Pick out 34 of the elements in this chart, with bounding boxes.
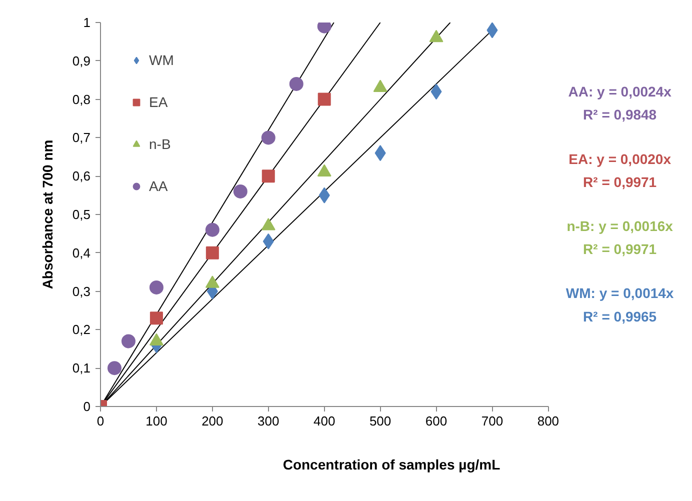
text: R² = 0,9965 — [583, 308, 657, 324]
legend-label: EA — [149, 94, 169, 110]
y-tick-label: 1 — [83, 15, 91, 30]
x-tick-label: 300 — [258, 414, 280, 428]
y-tick-label: 0,9 — [72, 53, 91, 68]
x-tick-label: 700 — [481, 414, 504, 428]
legend-label: AA — [149, 178, 169, 194]
y-tick-label: 0,6 — [72, 168, 91, 184]
y-tick-label: 0,3 — [72, 284, 91, 299]
y-tick-label: 0,7 — [72, 130, 91, 146]
text: WM: y = 0,0014x — [566, 285, 674, 302]
x-tick-label: 500 — [369, 414, 392, 428]
legend-label: n-B — [149, 136, 171, 152]
text: n-B: y = 0,0016x — [566, 218, 674, 234]
x-tick-label: 100 — [146, 414, 168, 428]
y-tick-label: 0,8 — [72, 92, 91, 107]
text: AA: y = 0,0024x — [568, 84, 672, 100]
text: R² = 0,9848 — [583, 106, 657, 123]
y-axis-title: Absorbance at 700 nm — [39, 140, 56, 290]
legend-label: WM — [149, 52, 174, 68]
y-tick-label: 0,1 — [72, 360, 91, 376]
y-tick-label: 0 — [83, 399, 91, 414]
x-tick-label: 600 — [425, 414, 448, 428]
x-axis-title: Concentration of samples µg/mL — [282, 456, 501, 472]
y-tick-label: 0,2 — [72, 322, 91, 338]
text: R² = 0,9971 — [583, 174, 657, 190]
x-tick-label: 800 — [537, 414, 560, 428]
x-tick-label: 400 — [314, 414, 336, 428]
text: EA: y = 0,0020x — [568, 150, 672, 167]
y-tick-label: 0,5 — [72, 207, 91, 222]
x-tick-label: 0 — [96, 414, 104, 428]
y-tick-label: 0,4 — [72, 245, 91, 260]
x-tick-label: 200 — [202, 414, 224, 428]
text: R² = 0,9971 — [583, 241, 657, 258]
